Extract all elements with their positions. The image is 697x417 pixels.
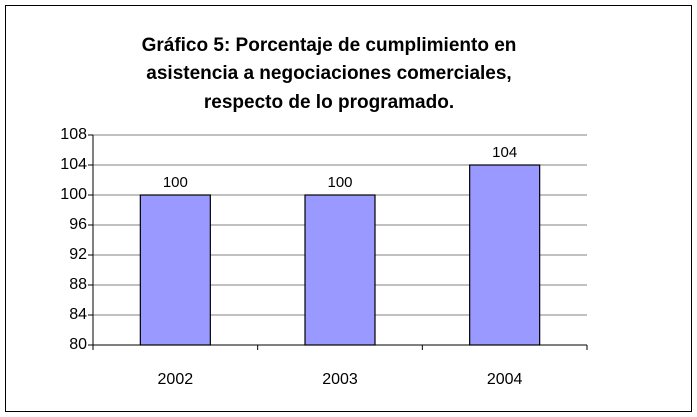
y-tick-label: 104: [60, 156, 87, 173]
chart-title-line: respecto de lo programado.: [204, 92, 454, 113]
y-tick-label: 100: [60, 186, 87, 203]
chart-title-line: Gráfico 5: Porcentaje de cumplimiento en: [142, 35, 517, 56]
value-label: 100: [327, 174, 352, 191]
x-tick-label: 2004: [487, 371, 523, 388]
y-tick-label: 80: [69, 336, 87, 353]
chart-title-line: asistencia a negociaciones comerciales,: [146, 63, 511, 84]
value-label: 104: [492, 144, 517, 161]
x-tick-label: 2003: [322, 371, 358, 388]
bar: [139, 194, 211, 346]
y-tick-label: 92: [69, 246, 87, 263]
y-tick-label: 88: [69, 276, 87, 293]
bar: [469, 164, 541, 346]
value-label: 100: [163, 174, 188, 191]
y-tick-label: 108: [60, 126, 87, 143]
bar: [304, 194, 376, 346]
x-tick-label: 2002: [158, 371, 194, 388]
y-tick-label: 96: [69, 216, 87, 233]
y-tick-label: 84: [69, 306, 87, 323]
